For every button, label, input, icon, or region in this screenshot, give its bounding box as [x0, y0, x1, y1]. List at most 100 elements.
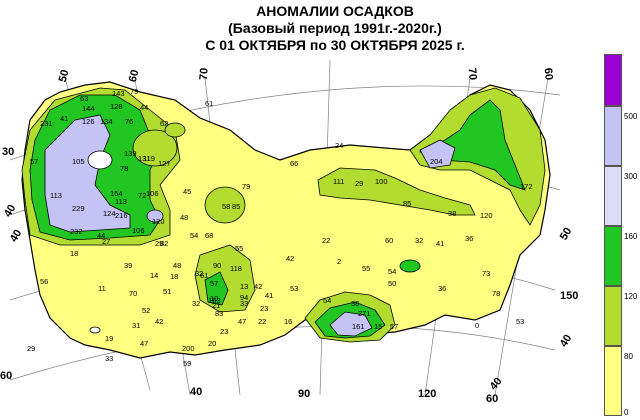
station-value: 83	[215, 309, 224, 318]
anomaly-zone-central-olive	[204, 186, 246, 224]
station-value: 41	[265, 291, 274, 300]
legend-swatch-0-80	[604, 346, 622, 416]
station-value: 100	[375, 177, 388, 186]
station-value: 29	[155, 239, 164, 248]
station-value: 45	[183, 187, 192, 196]
station-value: 124	[103, 209, 116, 218]
station-value: 134	[100, 117, 113, 126]
legend-swatch-80-120	[604, 286, 622, 346]
station-value: 163	[208, 296, 221, 305]
station-value: 41	[436, 239, 445, 248]
station-value: 60	[385, 236, 394, 245]
station-value: 20	[208, 339, 217, 348]
station-value: 32	[195, 269, 204, 278]
station-value: 78	[492, 289, 501, 298]
station-value: 68	[205, 231, 214, 240]
station-value: 58	[222, 202, 231, 211]
station-value: 72	[138, 191, 147, 200]
station-value: 54	[190, 231, 199, 240]
station-value: 36	[465, 234, 474, 243]
station-value: 16	[284, 317, 293, 326]
grid-label-lon-150: 150	[560, 290, 579, 302]
station-value: 128	[110, 102, 123, 111]
legend-label-0: 0	[624, 408, 629, 417]
station-value: 44	[140, 103, 149, 112]
station-value: 172	[520, 182, 533, 191]
legend-swatch-300-500	[604, 106, 622, 166]
station-value: 52	[142, 306, 151, 315]
station-value: 106	[146, 189, 159, 198]
station-value: 161	[352, 322, 365, 331]
station-value: 79	[242, 182, 251, 191]
station-value: 232	[70, 227, 83, 236]
grid-label-lon-60e: 60	[541, 67, 555, 81]
anomaly-zone-small-lavender	[146, 209, 164, 223]
station-value: 55	[362, 264, 371, 273]
station-value: 11	[98, 284, 106, 293]
station-value: 38	[351, 299, 360, 308]
station-value: 42	[286, 254, 295, 263]
station-value: 54	[388, 267, 397, 276]
station-value: 66	[290, 159, 299, 168]
station-value: 47	[140, 339, 149, 348]
legend-bar	[604, 54, 622, 416]
station-value: 51	[163, 287, 172, 296]
station-value: 144	[82, 104, 95, 113]
station-value: 120	[480, 211, 493, 220]
legend-label-80: 80	[624, 352, 633, 361]
station-value: 10	[210, 294, 219, 303]
station-value: 120	[152, 217, 165, 226]
station-value: 90	[213, 261, 222, 270]
station-value: 85	[403, 199, 412, 208]
station-value: 15	[374, 322, 383, 331]
station-value: 23	[220, 327, 229, 336]
station-value: 73	[482, 269, 491, 278]
station-value: 113	[50, 191, 62, 200]
station-value: 55	[235, 244, 244, 253]
station-value: 78	[120, 164, 129, 173]
station-value: 48	[180, 213, 189, 222]
station-value: 139	[124, 149, 137, 158]
station-value: 41	[60, 114, 69, 123]
station-value: 204	[430, 157, 443, 166]
station-value: 23	[260, 304, 269, 313]
station-value: 50	[388, 279, 397, 288]
station-value: 53	[516, 317, 525, 326]
grid-label-lat-30: 30	[2, 146, 15, 158]
station-value: 19	[105, 334, 114, 343]
anomaly-zone-ural-olive	[132, 129, 178, 167]
station-value: 59	[183, 359, 192, 368]
station-value: 47	[238, 317, 247, 326]
legend-swatch-above-500	[604, 54, 622, 106]
station-value: 14	[150, 271, 159, 280]
anomaly-zone-south-green	[204, 271, 229, 306]
station-value: 33	[105, 354, 114, 363]
grid-label-lon-40b: 40	[190, 386, 203, 398]
lake-white	[89, 326, 101, 334]
station-value: 118	[230, 264, 242, 273]
station-value: 29	[355, 179, 364, 188]
station-value: 24	[335, 141, 344, 150]
legend-swatch-120-160	[604, 226, 622, 286]
grid-label-lon-120: 120	[418, 388, 437, 400]
station-value: 61	[205, 99, 214, 108]
station-value: 29	[27, 344, 36, 353]
station-value: 229	[72, 204, 85, 213]
station-value: 111	[333, 177, 345, 186]
station-value: 271	[358, 309, 371, 318]
station-value: 27	[102, 237, 111, 246]
anomaly-zone-ural-green	[164, 122, 186, 138]
station-value: 44	[97, 231, 106, 240]
station-value: 119	[143, 154, 155, 163]
legend-label-160: 160	[624, 232, 638, 241]
station-value: 126	[82, 117, 95, 126]
station-value: 53	[290, 284, 299, 293]
station-value: 200	[182, 344, 195, 353]
grid-label-lon-70e: 70	[465, 67, 479, 81]
station-value: 31	[132, 321, 141, 330]
anomaly-zone-small-green	[399, 259, 421, 273]
station-value: 63	[80, 94, 89, 103]
grid-label-lon-60b: 60	[486, 393, 499, 405]
station-value: 22	[322, 236, 331, 245]
